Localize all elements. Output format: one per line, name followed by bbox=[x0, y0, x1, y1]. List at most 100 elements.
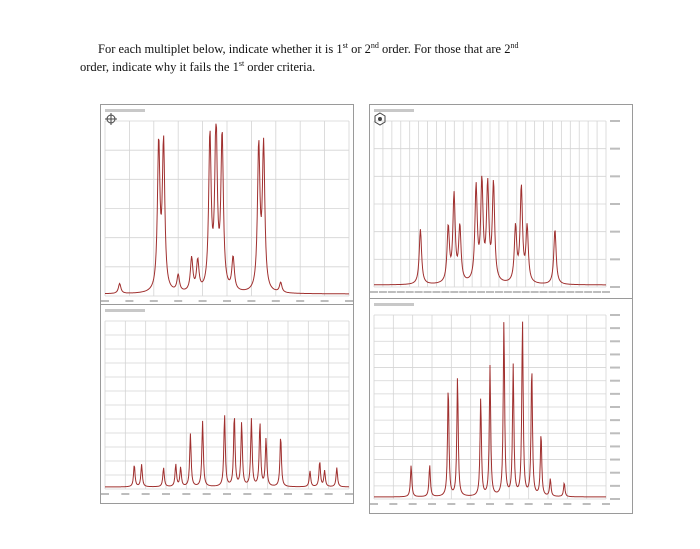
spectrum-trace bbox=[105, 415, 350, 488]
x-tick-label bbox=[494, 291, 503, 293]
x-tick-label bbox=[544, 503, 552, 505]
y-tick-label bbox=[610, 314, 620, 316]
x-tick-label bbox=[566, 291, 575, 293]
x-tick-label bbox=[584, 291, 593, 293]
x-tick-label bbox=[602, 291, 610, 293]
panel-header-strip bbox=[374, 303, 414, 306]
y-tick-label bbox=[610, 392, 620, 395]
x-tick-label bbox=[271, 300, 280, 302]
x-tick-label bbox=[593, 291, 602, 293]
y-tick-label bbox=[610, 484, 620, 487]
spectrum-panel-bottom-left bbox=[100, 304, 354, 504]
x-tick-label bbox=[477, 291, 486, 293]
x-tick-label bbox=[202, 493, 211, 495]
y-tick-label bbox=[610, 286, 620, 288]
x-tick-label bbox=[101, 300, 109, 302]
y-tick-label bbox=[610, 432, 620, 435]
x-tick-label bbox=[320, 300, 329, 302]
x-tick-label bbox=[141, 493, 150, 495]
y-tick-label bbox=[610, 498, 620, 500]
x-tick-label bbox=[539, 291, 548, 293]
x-tick-label bbox=[441, 291, 450, 293]
hexagon-badge-icon bbox=[374, 112, 386, 126]
spectrum-trace bbox=[374, 321, 606, 498]
crosshair-target-icon bbox=[105, 113, 117, 125]
spectrum-trace bbox=[373, 175, 606, 286]
x-tick-label bbox=[263, 493, 272, 495]
x-tick-label bbox=[101, 493, 109, 495]
y-tick-label bbox=[610, 379, 620, 382]
x-tick-label bbox=[582, 503, 591, 505]
y-tick-label bbox=[610, 445, 620, 448]
y-tick-label bbox=[610, 230, 620, 233]
x-tick-label bbox=[548, 291, 557, 293]
panel-header-strip bbox=[374, 109, 414, 112]
x-tick-label bbox=[414, 291, 423, 293]
x-tick-label bbox=[486, 291, 494, 293]
x-tick-label bbox=[304, 493, 313, 495]
spectrum-chart-3 bbox=[101, 309, 353, 495]
y-tick-label bbox=[610, 258, 620, 261]
x-tick-label bbox=[223, 493, 231, 495]
x-tick-label bbox=[198, 300, 207, 302]
x-tick-label bbox=[408, 503, 417, 505]
x-tick-label bbox=[423, 291, 432, 293]
x-tick-label bbox=[505, 503, 514, 505]
x-tick-label bbox=[389, 503, 398, 505]
x-tick-label bbox=[459, 291, 468, 293]
y-tick-label bbox=[610, 203, 620, 205]
x-tick-label bbox=[503, 291, 512, 293]
y-tick-label bbox=[610, 327, 620, 330]
y-tick-label bbox=[610, 366, 620, 369]
spectrum-panel-bottom-right bbox=[369, 298, 633, 514]
y-tick-label bbox=[610, 120, 620, 122]
x-tick-label bbox=[512, 291, 521, 293]
x-tick-label bbox=[405, 291, 414, 293]
x-tick-label bbox=[468, 291, 477, 293]
x-tick-label bbox=[563, 503, 572, 505]
x-tick-label bbox=[557, 291, 566, 293]
question-text: For each multiplet below, indicate wheth… bbox=[80, 40, 640, 76]
spectrum-chart-1 bbox=[101, 109, 353, 302]
x-tick-label bbox=[345, 493, 353, 495]
x-tick-label bbox=[575, 291, 584, 293]
x-tick-label bbox=[428, 503, 436, 505]
x-tick-label bbox=[447, 503, 456, 505]
x-tick-label bbox=[387, 291, 396, 293]
y-tick-label bbox=[610, 406, 620, 408]
y-tick-label bbox=[610, 419, 620, 422]
question-line-1: For each multiplet below, indicate wheth… bbox=[98, 40, 519, 56]
x-tick-label bbox=[247, 300, 256, 302]
x-tick-label bbox=[524, 503, 533, 505]
y-tick-label bbox=[610, 458, 620, 461]
x-tick-label bbox=[378, 291, 387, 293]
panel-header-strip bbox=[105, 109, 145, 112]
spectrum-chart-2 bbox=[370, 109, 620, 293]
x-tick-label bbox=[149, 300, 158, 302]
x-tick-label bbox=[296, 300, 305, 302]
x-tick-label bbox=[370, 291, 378, 293]
x-tick-label bbox=[450, 291, 459, 293]
x-tick-label bbox=[486, 503, 494, 505]
x-tick-label bbox=[121, 493, 130, 495]
y-tick-label bbox=[610, 340, 620, 343]
x-tick-label bbox=[432, 291, 441, 293]
spectrum-chart-4 bbox=[370, 303, 620, 505]
x-tick-label bbox=[530, 291, 539, 293]
y-tick-label bbox=[610, 353, 620, 356]
x-tick-label bbox=[521, 291, 530, 293]
x-tick-label bbox=[182, 493, 191, 495]
x-tick-label bbox=[324, 493, 333, 495]
x-tick-label bbox=[243, 493, 252, 495]
spectrum-panel-top-left bbox=[100, 104, 354, 311]
x-tick-label bbox=[162, 493, 170, 495]
x-tick-label bbox=[345, 300, 353, 302]
x-tick-label bbox=[466, 503, 475, 505]
y-tick-label bbox=[610, 175, 620, 178]
y-tick-label bbox=[610, 147, 620, 150]
spectrum-panel-top-right bbox=[369, 104, 633, 302]
x-tick-label bbox=[125, 300, 134, 302]
x-tick-label bbox=[370, 503, 378, 505]
x-tick-label bbox=[174, 300, 183, 302]
x-tick-label bbox=[223, 300, 231, 302]
